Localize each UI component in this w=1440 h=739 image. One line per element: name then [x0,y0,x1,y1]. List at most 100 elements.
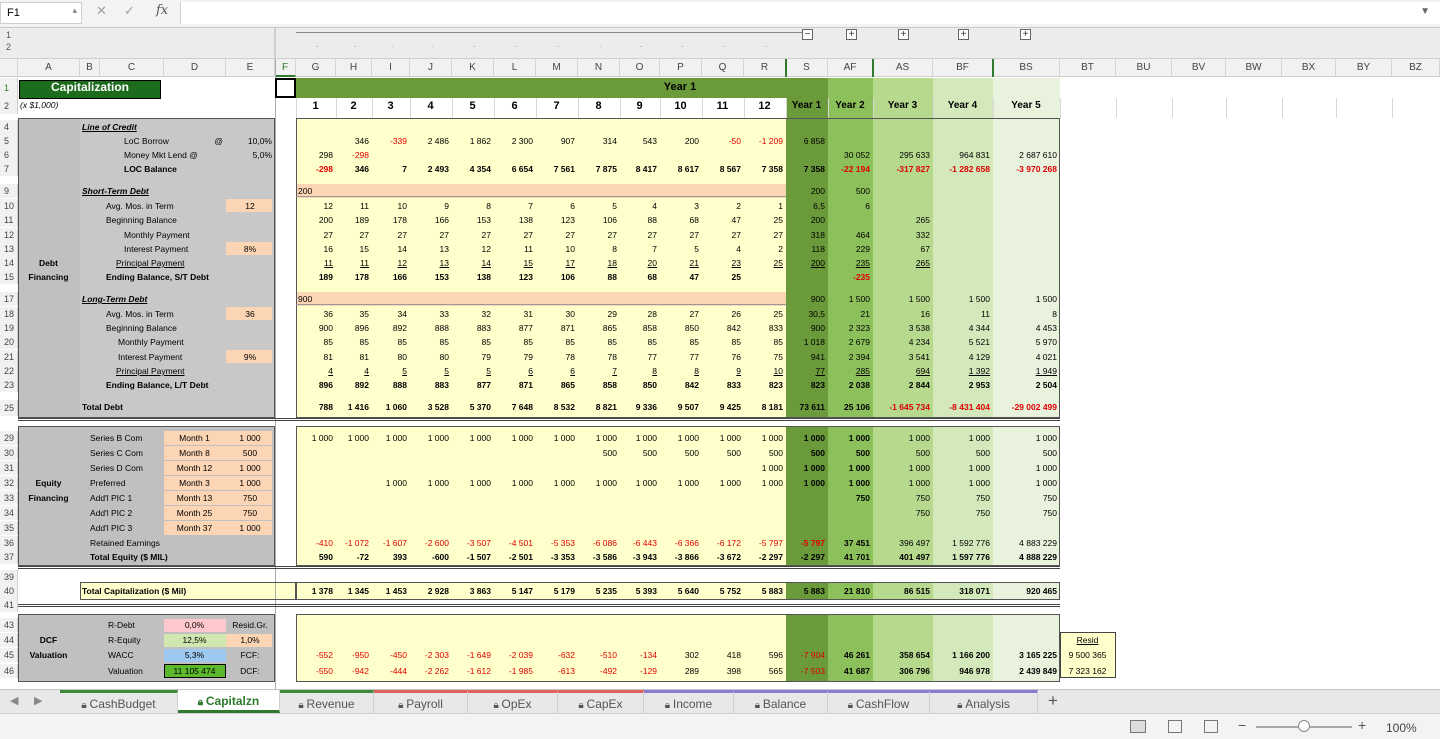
value-cell[interactable]: 13 [439,244,449,254]
value-cell[interactable]: 1 000 [427,433,449,443]
outline-toggle-button[interactable]: + [1020,29,1031,40]
value-cell[interactable]: -317 827 [896,164,930,174]
value-cell[interactable]: 500 [768,448,783,458]
value-cell[interactable]: 1 453 [385,586,407,596]
value-cell[interactable]: 5 [444,366,449,376]
value-cell[interactable]: 27 [565,230,575,240]
value-cell[interactable]: 265 [915,215,930,225]
value-cell[interactable]: 35 [359,309,369,319]
column-header[interactable]: J [410,59,452,77]
column-header[interactable]: BT [1060,59,1116,77]
fcf-cell[interactable]: -1 649 [466,650,491,660]
value-cell[interactable]: 1 592 776 [952,538,990,548]
fcf-cell[interactable]: -2 039 [508,650,533,660]
value-cell[interactable]: 229 [855,244,870,254]
value-cell[interactable]: 153 [476,215,491,225]
year-header[interactable]: Year 2 [835,100,865,111]
row-label[interactable]: R-Debt [108,620,135,630]
value-cell[interactable]: 153 [434,272,449,282]
value-cell[interactable]: 888 [392,380,407,390]
value-cell[interactable]: 85 [565,337,575,347]
input-cell[interactable]: 750 [242,493,258,503]
value-cell[interactable]: 1 500 [1035,294,1057,304]
value-cell[interactable]: 5 883 [803,586,825,596]
value-cell[interactable]: 78 [565,352,575,362]
row-header[interactable]: 13 [0,242,18,256]
input-cell[interactable]: Month 1 [179,433,210,443]
resid-value[interactable]: 7 323 162 [1068,666,1107,676]
value-cell[interactable]: 4 [736,244,741,254]
value-cell[interactable]: 8 [486,201,491,211]
zoom-slider-thumb[interactable] [1298,720,1310,732]
column-header[interactable]: O [620,59,660,77]
fcf-cell[interactable]: 596 [768,650,783,660]
value-cell[interactable]: 1 000 [1035,478,1057,488]
section-label[interactable]: DCF [39,635,58,645]
value-cell[interactable]: 200 [318,215,333,225]
row-header[interactable]: 32 [0,476,18,490]
fcf-cell[interactable]: -510 [599,650,617,660]
value-cell[interactable]: 37 451 [844,538,870,548]
outline-level-button[interactable]: 2 [6,42,12,52]
month-header[interactable]: 4 [427,100,434,112]
row-header[interactable]: 19 [0,321,18,335]
value-cell[interactable]: 200 [684,136,699,146]
value-cell[interactable]: 9 425 [719,402,741,412]
value-cell[interactable]: 1 000 [761,463,783,473]
cancel-icon[interactable]: ✕ [96,3,107,18]
value-cell[interactable]: 850 [642,380,657,390]
value-cell[interactable]: 8 [612,244,617,254]
fcf-cell[interactable]: -7 904 [800,650,825,660]
month-header[interactable]: 8 [595,100,602,112]
row-label[interactable]: R-Equity [108,635,141,645]
formula-input[interactable] [180,2,1440,24]
section-title[interactable]: Short-Term Debt [82,186,149,196]
row-label[interactable]: Interest Payment [118,352,183,362]
column-header[interactable]: A [18,59,80,77]
outline-toggle-button[interactable]: + [846,29,857,40]
value-cell[interactable]: 12 [481,244,491,254]
value-cell[interactable]: 3 528 [427,402,449,412]
row-label[interactable]: Total Equity ($ MIL) [90,552,168,562]
year-header[interactable]: Year 3 [887,100,918,111]
value-cell[interactable]: -2 501 [508,552,533,562]
value-cell[interactable]: -3 943 [632,552,657,562]
input-cell[interactable]: 1 000 [239,478,261,488]
value-cell[interactable]: 77 [647,352,657,362]
value-cell[interactable]: 750 [915,508,930,518]
value-cell[interactable]: 8 [652,366,657,376]
outline-toggle-button[interactable]: + [958,29,969,40]
row-label[interactable]: Series D Com [90,463,143,473]
param-cell[interactable]: Resid.Gr. [232,620,268,630]
value-cell[interactable]: 27 [689,309,699,319]
row-label[interactable]: Avg. Mos. in Term [106,309,174,319]
value-cell[interactable]: 47 [689,272,699,282]
value-cell[interactable]: 32 [481,309,491,319]
value-cell[interactable]: 318 071 [959,586,990,596]
column-header[interactable]: BV [1172,59,1226,77]
function-icon[interactable]: fx [156,3,169,18]
value-cell[interactable]: 12 [397,258,407,268]
value-cell[interactable]: 4 453 [1035,323,1057,333]
value-cell[interactable]: 12 [323,201,333,211]
column-header[interactable]: Q [702,59,744,77]
value-cell[interactable]: 8 417 [635,164,657,174]
row-header[interactable]: 4 [0,120,18,134]
value-cell[interactable]: 30,5 [808,309,825,319]
input-cell[interactable]: Month 3 [179,478,210,488]
value-cell[interactable]: 5 752 [719,586,741,596]
value-cell[interactable]: 33 [439,309,449,319]
section-label[interactable]: Financing [28,272,69,282]
param-cell[interactable]: FCF: [240,650,260,660]
row-header[interactable]: 5 [0,134,18,148]
month-header[interactable]: 12 [758,100,771,112]
value-cell[interactable]: 3 [694,201,699,211]
value-cell[interactable]: 8 821 [595,402,617,412]
column-header[interactable]: BU [1116,59,1172,77]
input-cell[interactable]: 1 000 [239,523,261,533]
value-cell[interactable]: 500 [855,448,870,458]
column-header[interactable]: BX [1282,59,1336,77]
value-cell[interactable]: 18 [607,258,617,268]
column-header[interactable]: BF [933,59,993,77]
value-cell[interactable]: 27 [773,230,783,240]
